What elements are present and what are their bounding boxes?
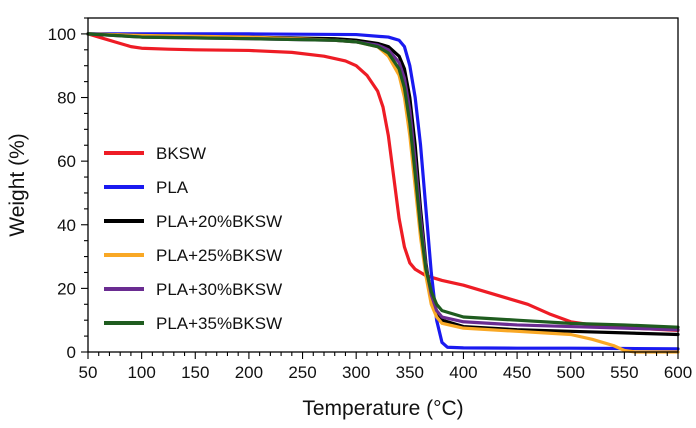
x-tick-label: 400: [449, 363, 477, 382]
y-axis-title: Weight (%): [6, 133, 29, 236]
legend-label-3: PLA+25%BKSW: [156, 246, 282, 265]
y-tick-label: 0: [67, 343, 76, 362]
plot-frame: [87, 17, 679, 353]
axes: [87, 17, 679, 353]
legend-label-5: PLA+35%BKSW: [156, 314, 282, 333]
x-tick-label: 200: [235, 363, 263, 382]
y-tick-label: 40: [57, 216, 76, 235]
y-tick-label: 100: [48, 25, 76, 44]
x-tick-label: 50: [79, 363, 98, 382]
series-line-1: [86, 32, 680, 351]
series-lines: [86, 32, 680, 354]
legend-label-0: BKSW: [156, 144, 206, 163]
y-tick-label: 60: [57, 152, 76, 171]
y-tick-label: 20: [57, 279, 76, 298]
legend-label-1: PLA: [156, 178, 189, 197]
x-tick-label: 250: [288, 363, 316, 382]
x-axis-title: Temperature (°C): [302, 397, 463, 420]
x-tick-label: 500: [557, 363, 585, 382]
x-tick-label: 600: [664, 363, 692, 382]
legend-label-4: PLA+30%BKSW: [156, 280, 282, 299]
series-line-5: [86, 32, 680, 329]
x-tick-label: 450: [503, 363, 531, 382]
x-tick-label: 350: [396, 363, 424, 382]
x-tick-label: 300: [342, 363, 370, 382]
series-line-0: [86, 32, 680, 332]
x-tick-label: 100: [127, 363, 155, 382]
y-tick-label: 80: [57, 89, 76, 108]
legend: BKSW PLA PLA+20%BKSW PLA+25%BKSW PLA+30%BKSW…: [104, 144, 282, 333]
x-tick-label: 550: [610, 363, 638, 382]
ticks: 50 100 150 200 250 300 350 400 450 500 550 600 0 20 40…: [48, 17, 692, 382]
x-tick-label: 150: [181, 363, 209, 382]
legend-label-2: PLA+20%BKSW: [156, 212, 282, 231]
